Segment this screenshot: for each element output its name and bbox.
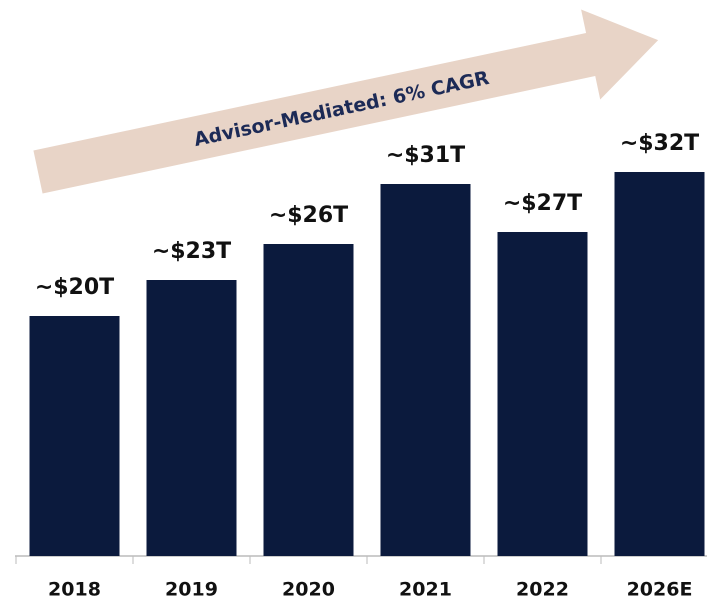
bar: [146, 280, 237, 556]
value-label: ~$26T: [269, 203, 348, 228]
value-label: ~$23T: [152, 239, 231, 264]
bar: [614, 172, 705, 556]
x-tick-label: 2020: [282, 579, 335, 601]
x-tick-label: 2018: [48, 579, 101, 601]
value-label: ~$27T: [503, 191, 582, 216]
cagr-arrow: Advisor-Mediated: 6% CAGR: [33, 9, 659, 194]
value-label: ~$20T: [35, 275, 114, 300]
x-tick-label: 2021: [399, 579, 452, 601]
x-tick-label: 2022: [516, 579, 569, 601]
value-label: ~$31T: [386, 143, 465, 168]
x-tick-label: 2026E: [627, 579, 693, 601]
bar: [263, 244, 354, 556]
bar: [497, 232, 588, 556]
bar: [380, 184, 471, 556]
bar: [29, 316, 120, 556]
arrow-shape: [33, 9, 659, 194]
x-tick-label: 2019: [165, 579, 218, 601]
value-label: ~$32T: [620, 131, 699, 156]
